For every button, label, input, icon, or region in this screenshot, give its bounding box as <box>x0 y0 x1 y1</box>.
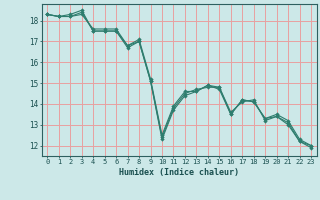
X-axis label: Humidex (Indice chaleur): Humidex (Indice chaleur) <box>119 168 239 177</box>
